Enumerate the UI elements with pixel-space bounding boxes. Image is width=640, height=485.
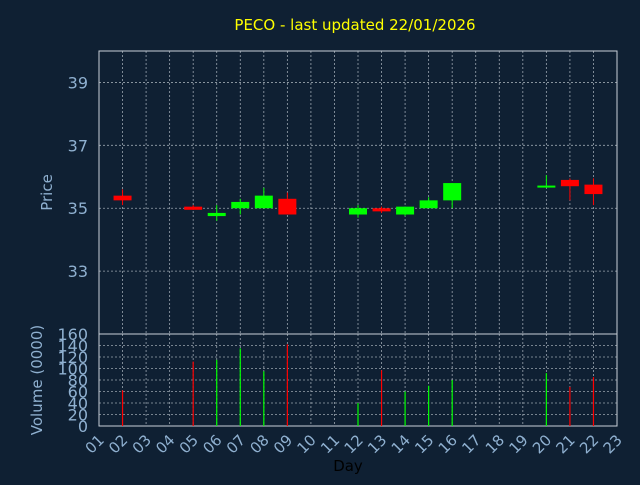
candle-body [207,212,226,217]
candle-body [278,198,297,215]
x-axis-label: Day [333,457,363,475]
volume-ytick-label: 60 [68,383,88,402]
candle-body [537,185,556,188]
volume-ytick-label: 100 [57,360,88,379]
volume-ytick-label: 160 [57,325,88,344]
volume-ytick-label: 40 [68,394,88,413]
candle-body [113,195,132,201]
volume-ytick-label: 140 [57,337,88,356]
price-ytick-label: 39 [68,73,88,92]
candle-body [231,201,250,209]
candle-body [372,208,391,212]
volume-axis-label: Volume (0000) [28,325,46,435]
price-axis-label: Price [38,174,56,211]
candle-body [419,200,438,209]
chart-title: PECO - last updated 22/01/2026 [234,16,475,34]
volume-ytick-label: 20 [68,406,88,425]
candle-body [443,183,462,201]
candle-body [254,195,273,209]
candle-body [184,206,203,210]
candle-body [584,184,603,195]
candle-body [560,179,579,187]
volume-ytick-label: 80 [68,371,88,390]
volume-ytick-label: 120 [57,348,88,367]
price-ytick-label: 35 [68,199,88,218]
volume-ytick-label: 0 [78,417,88,436]
price-ytick-label: 33 [68,262,88,281]
price-panel: 33 35 37 39 Price [38,50,618,335]
candle-body [396,206,415,215]
price-ytick-label: 37 [68,136,88,155]
candle-body [349,208,367,215]
